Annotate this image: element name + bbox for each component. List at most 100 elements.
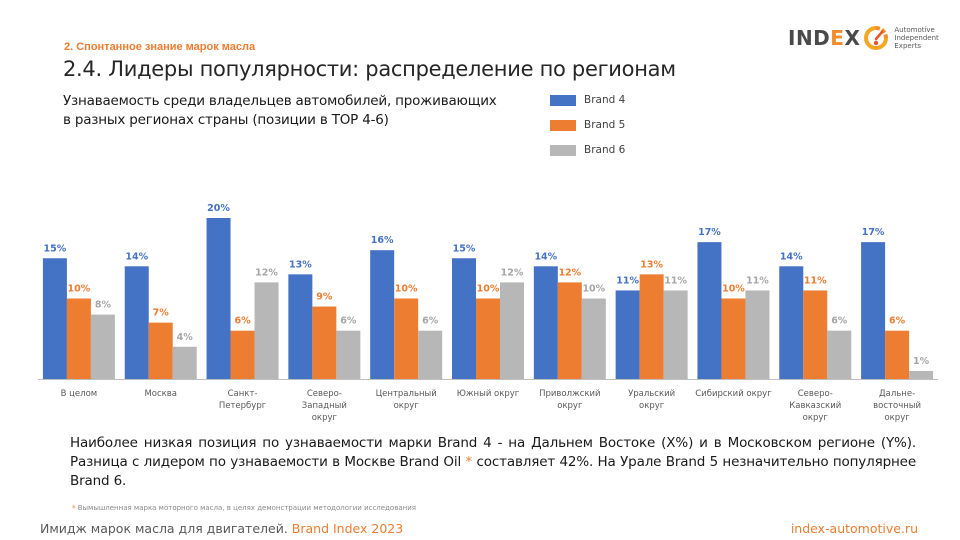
legend-swatch-brand5 [550,119,576,131]
value-label-brand4-8: 17% [698,227,721,238]
bar-brand4-4 [370,250,395,379]
legend-swatch-brand4 [550,94,576,106]
bar-brand4-8 [697,242,722,379]
bar-brand6-1 [172,346,197,379]
chart-subtitle: Узнаваемость среди владельцев автомобиле… [63,92,533,130]
bar-brand5-4 [394,298,419,379]
value-label-brand5-2: 6% [234,316,251,327]
bar-brand4-5 [452,258,476,379]
subtitle-line-1: Узнаваемость среди владельцев автомобиле… [63,93,497,109]
value-label-brand4-10: 17% [862,227,885,238]
bar-brand6-7 [663,290,688,379]
logo-text-end: X [844,26,861,50]
value-label-brand6-9: 6% [831,316,848,327]
value-label-brand4-3: 13% [289,259,312,270]
value-label-brand6-3: 6% [340,316,357,327]
category-label-9: Северо-Кавказский округ [789,389,841,423]
chart-legend: Brand 4 Brand 5 Brand 6 [550,94,625,169]
category-label-7: Уральский округ [628,389,675,411]
logo-tagline: Automotive Independent Experts [894,26,938,50]
value-label-brand4-0: 15% [44,243,67,254]
value-label-brand5-4: 10% [395,284,418,295]
value-label-brand6-6: 10% [582,284,605,295]
page-title: 2.4. Лидеры популярности: распределение … [63,57,676,81]
footnote-text: Вымышленная марка моторного масла, в цел… [75,504,416,512]
category-label-3: Северо-Западный округ [302,389,347,423]
value-label-brand6-4: 6% [422,316,439,327]
bar-brand5-1 [148,322,173,379]
bar-brand4-7 [615,290,640,379]
logo-tag-line-3: Experts [894,42,921,50]
value-label-brand6-2: 12% [255,267,278,278]
logo-tag-line-1: Automotive [894,26,935,34]
subtitle-line-2: в разных регионах страны (позиции в TOP … [63,112,389,128]
bar-brand6-0 [90,314,115,379]
value-label-brand4-6: 14% [534,251,557,262]
footnote-marker: * [465,454,473,470]
bar-brand6-10 [909,370,934,379]
bar-brand5-0 [66,298,91,379]
index-logo: INDEX Automotive Independent Experts [788,22,939,54]
bar-brand4-3 [288,274,313,379]
value-label-brand5-9: 11% [804,275,827,286]
bar-brand5-6 [557,282,582,379]
value-label-brand4-4: 16% [371,235,394,246]
value-label-brand5-6: 12% [558,267,581,278]
footer-caption-accent: Brand Index 2023 [291,521,404,536]
category-label-4: Центральный округ [376,389,437,411]
category-label-6: Приволжский округ [539,389,600,411]
value-label-brand4-1: 14% [125,251,148,262]
value-label-brand5-7: 13% [640,259,663,270]
bar-brand5-3 [312,306,337,379]
footnote: * Вымышленная марка моторного масла, в ц… [72,504,416,512]
bar-brand6-2 [254,282,279,379]
bar-brand5-2 [230,330,255,379]
footnote-star: * [72,504,76,512]
footer-caption-text: Имидж марок масла для двигателей. [40,521,292,536]
value-label-brand4-9: 14% [780,251,803,262]
summary-text: Наиболее низкая позиция по узнаваемости … [70,434,916,491]
bar-brand4-10 [861,242,886,379]
bar-brand4-0 [42,258,67,379]
bar-brand6-5 [500,282,524,379]
bar-brand5-9 [803,290,828,379]
value-label-brand5-5: 10% [477,284,500,295]
bar-brand5-7 [639,274,664,379]
legend-item-brand6: Brand 6 [550,144,625,156]
value-label-brand5-10: 6% [889,316,906,327]
section-label: 2. Спонтанное знание марок масла [64,41,256,53]
legend-label-brand5: Brand 5 [584,119,626,131]
value-label-brand6-1: 4% [177,332,194,343]
category-label-10: Дальне-восточный округ [873,389,921,423]
value-label-brand4-5: 15% [453,243,476,254]
bar-brand6-4 [418,330,443,379]
bar-brand4-6 [533,266,558,379]
category-label-2: Санкт-Петербург [219,389,267,411]
legend-swatch-brand6 [550,144,576,156]
value-label-brand6-7: 11% [664,275,687,286]
category-label-5: Южный округ [457,389,520,399]
logo-text-start: IND [788,26,831,50]
bar-brand5-8 [721,298,746,379]
bar-brand5-10 [885,330,910,379]
bar-brand4-1 [124,266,149,379]
value-label-brand6-8: 11% [746,275,769,286]
logo-tag-line-2: Independent [894,34,939,42]
value-label-brand6-5: 12% [501,267,524,278]
gauge-icon [864,26,889,50]
legend-item-brand5: Brand 5 [550,119,625,131]
bar-brand4-9 [779,266,804,379]
footer-website-link[interactable]: index-automotive.ru [790,521,918,536]
value-label-brand5-3: 9% [316,292,333,303]
bar-brand6-9 [827,330,852,379]
value-label-brand4-7: 11% [616,275,639,286]
logo-wordmark: INDEX [788,26,860,50]
bar-brand5-5 [476,298,500,379]
bar-brand6-6 [581,298,606,379]
category-label-8: Сибирский округ [695,389,772,399]
summary-text-part-1: Наиболее низкая позиция по узнаваемости … [70,435,916,470]
legend-item-brand4: Brand 4 [550,94,625,106]
value-label-brand6-0: 8% [95,300,112,311]
legend-label-brand4: Brand 4 [584,94,626,106]
summary-text-part-2: составляет 42%. На Урале Brand 5 незначи… [70,454,916,489]
